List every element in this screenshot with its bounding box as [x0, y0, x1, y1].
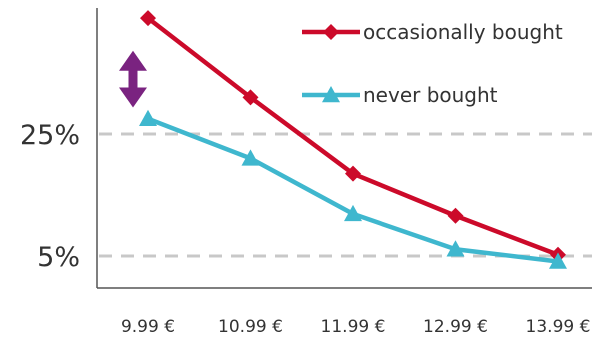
arrow-head-down — [119, 87, 147, 108]
data-point — [242, 89, 259, 106]
x-tick-label: 10.99 € — [218, 317, 283, 337]
data-point — [446, 240, 465, 257]
data-point — [140, 10, 156, 27]
difference-arrow — [119, 50, 147, 108]
y-tick-labels: 25% 5% — [20, 120, 80, 273]
data-point — [345, 165, 361, 182]
legend-marker — [322, 86, 340, 103]
data-point — [139, 109, 157, 126]
x-tick-label: 13.99 € — [526, 317, 591, 337]
x-tick-labels: 9.99 € 10.99 € 11.99 € 12.99 € 13.99 € — [121, 317, 590, 337]
x-tick-label: 9.99 € — [121, 317, 175, 337]
axes — [96, 8, 592, 289]
y-tick-label: 5% — [37, 242, 80, 273]
legend-label: never bought — [363, 83, 498, 107]
data-point — [447, 207, 464, 224]
legend: occasionally bought never bought — [302, 20, 563, 107]
series-line-2 — [147, 116, 559, 264]
y-tick-label: 25% — [20, 120, 80, 151]
data-point — [344, 204, 362, 222]
x-tick-label: 12.99 € — [423, 317, 488, 337]
legend-marker — [323, 24, 339, 40]
legend-label: occasionally bought — [363, 20, 563, 44]
data-point — [241, 149, 260, 166]
x-tick-label: 11.99 € — [321, 317, 386, 337]
arrow-head-up — [119, 50, 147, 71]
grid-lines — [99, 132, 592, 258]
series-group — [139, 10, 567, 269]
data-point — [549, 252, 567, 269]
